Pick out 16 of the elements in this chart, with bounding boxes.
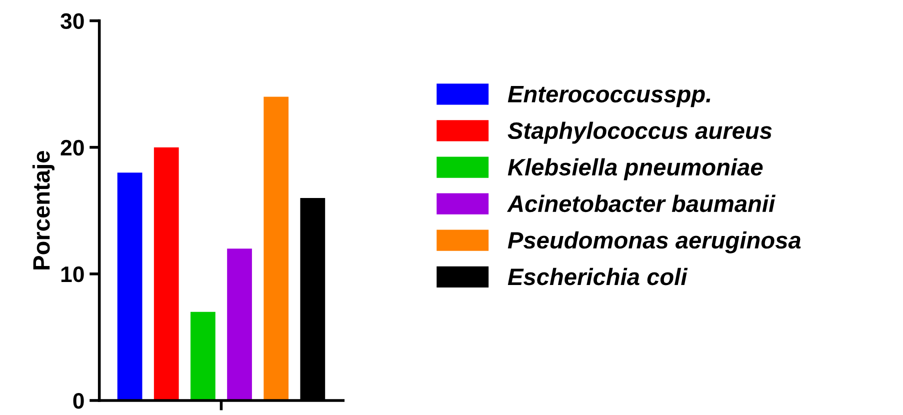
- legend-label: Staphylococcus aureus: [508, 122, 772, 144]
- bar: [190, 312, 216, 400]
- legend-label: Pseudomonas aeruginosa: [508, 231, 801, 254]
- y-tick-label: 0: [73, 393, 84, 409]
- legend-label: Acinetobacter baumanii: [506, 194, 776, 212]
- legend-label: Escherichia coli: [508, 268, 688, 286]
- bar: [117, 172, 142, 400]
- y-tick-label: 10: [61, 266, 84, 282]
- y-tick-label: 30: [60, 13, 84, 30]
- y-tick-label: 20: [60, 140, 84, 156]
- bar: [154, 147, 179, 400]
- bar: [264, 96, 289, 400]
- legend-label: Klebsiella pneumoniae: [508, 158, 763, 180]
- y-axis-title: Porcentaje: [32, 151, 54, 270]
- legend-label: Enterococcusspp.: [508, 86, 710, 108]
- bar: [227, 248, 252, 400]
